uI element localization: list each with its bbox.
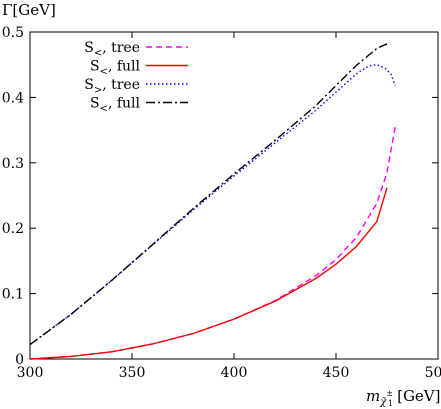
y-tick-label: 0.2 (2, 221, 24, 237)
x-axis-label: mχ̃± 1 [GeV] (366, 387, 441, 408)
x-axis-label-subscript-index: 1 (388, 399, 393, 408)
y-tick-label: 0 (15, 352, 24, 368)
y-tick-label: 0.1 (2, 287, 24, 303)
legend-label: S<, tree (84, 40, 140, 59)
y-tick-label: 0.3 (2, 156, 24, 172)
axis-ticks (29, 31, 439, 360)
y-axis-label: Γ[GeV] (2, 1, 56, 19)
x-tick-label: 450 (323, 365, 350, 381)
x-axis-label-unit: [GeV] (397, 387, 440, 405)
legend-label: S>, tree (84, 77, 140, 96)
series-line-3 (29, 63, 396, 346)
x-axis-label-symbol: m (366, 387, 380, 405)
legend-label: S<, full (90, 59, 141, 78)
x-tick-label: 400 (221, 365, 248, 381)
x-tick-label: 500 (425, 365, 441, 381)
y-tick-label: 0.5 (2, 25, 24, 41)
tick-labels: 300 350 400 450 500 0 0.1 0.2 0.3 0.4 0.5 (2, 25, 441, 381)
x-tick-label: 350 (119, 365, 146, 381)
y-tick-label: 0.4 (2, 90, 24, 106)
x-axis-label-subscript: χ̃ (379, 397, 387, 408)
series-line-2 (29, 187, 388, 360)
series-lines (29, 43, 396, 360)
x-tick-label: 300 (17, 365, 44, 381)
series-line-4 (29, 43, 388, 346)
x-axis-label-superscript: ± (386, 389, 393, 398)
legend-label: S<, full (90, 96, 141, 115)
series-line-1 (29, 126, 396, 360)
